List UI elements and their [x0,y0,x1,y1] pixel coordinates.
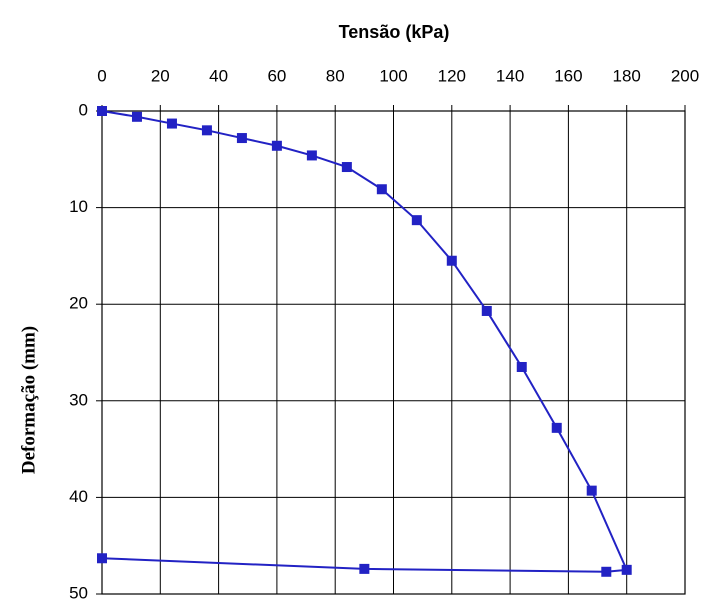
x-tick-label: 0 [97,66,106,85]
x-tick-label: 180 [613,66,641,85]
data-point [236,133,247,144]
data-point [551,422,562,433]
x-tick-label: 160 [554,66,582,85]
data-point [481,305,492,316]
x-tick-label: 80 [326,66,345,85]
x-tick-label: 20 [151,66,170,85]
x-tick-label: 40 [209,66,228,85]
data-point [411,215,422,226]
chart-title: Tensão (kPa) [339,22,450,42]
data-point [376,184,387,195]
y-tick-label: 40 [69,487,88,506]
data-point [586,485,597,496]
x-tick-label: 100 [379,66,407,85]
x-tick-label: 120 [438,66,466,85]
data-point [166,118,177,129]
data-point [621,564,632,575]
y-tick-label: 0 [79,100,88,119]
x-tick-label: 200 [671,66,699,85]
data-point [201,125,212,136]
x-tick-label: 60 [267,66,286,85]
y-tick-label: 50 [69,583,88,602]
y-tick-label: 10 [69,197,88,216]
y-axis-label: Deformação (mm) [18,326,39,474]
data-point [97,553,107,564]
data-point [306,150,317,161]
data-point [601,566,612,577]
x-tick-label: 140 [496,66,524,85]
data-point [341,162,352,173]
data-point [359,563,370,574]
data-point [446,255,457,266]
data-line [101,110,629,573]
y-tick-label: 20 [69,294,88,313]
data-point [271,140,282,151]
y-tick-label: 30 [69,390,88,409]
data-point [131,111,142,122]
data-point [516,361,527,372]
data-point [97,106,107,116]
plot-frame [101,110,686,595]
